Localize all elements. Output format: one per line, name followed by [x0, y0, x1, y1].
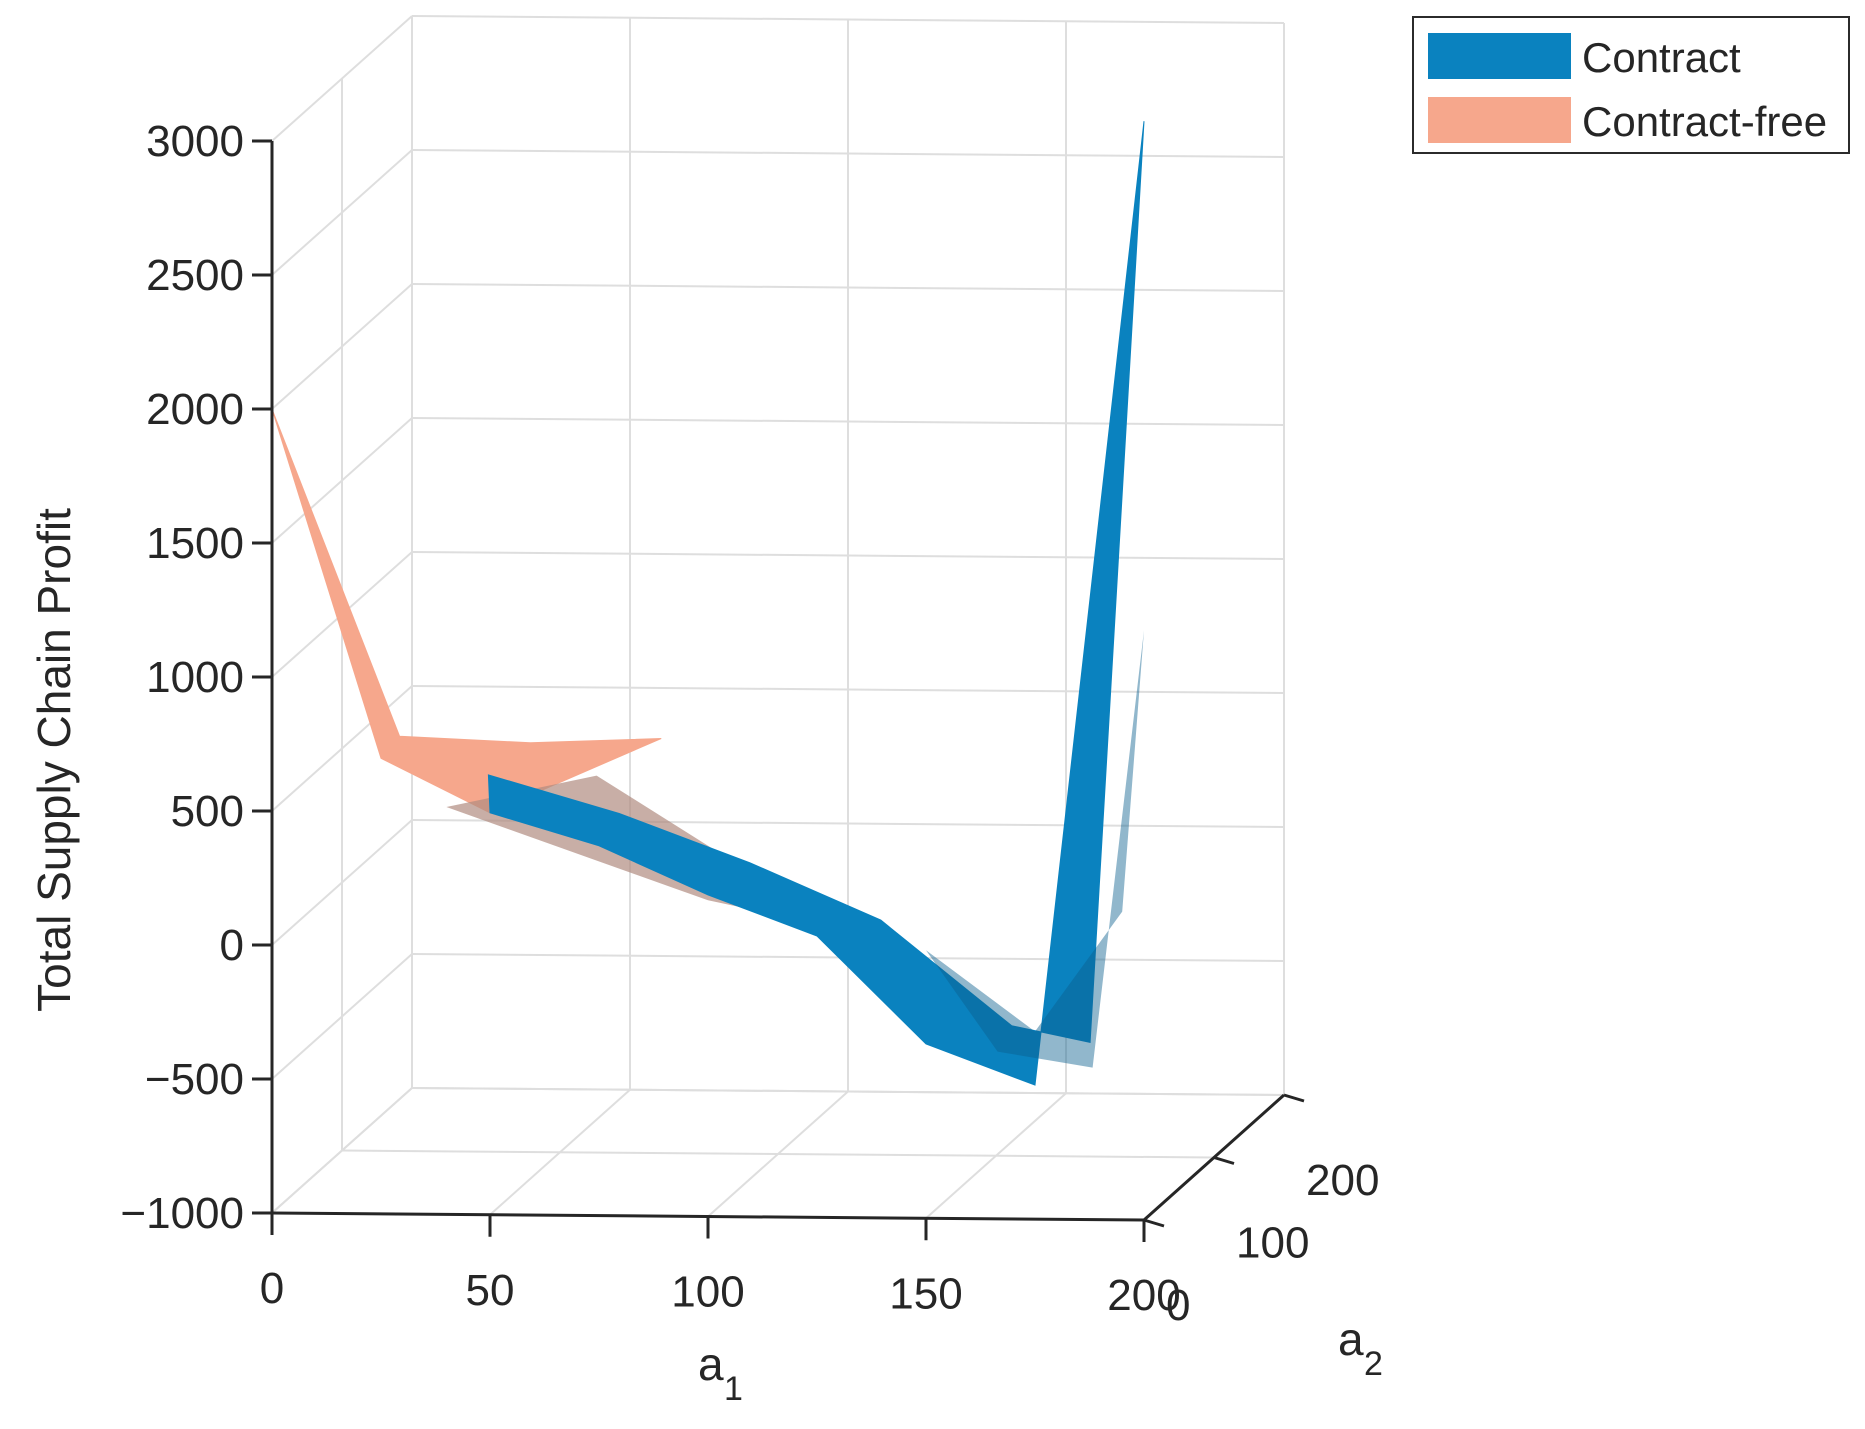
legend-label-contract-free: Contract-free: [1582, 98, 1827, 145]
y-tick-label: 0: [1166, 1281, 1190, 1330]
x-tick-label: 200: [1107, 1271, 1180, 1320]
surface-contract-free: [271, 408, 662, 814]
x-tick-label: 150: [889, 1269, 962, 1318]
z-tick-label: 1000: [146, 653, 244, 702]
x-axis-label-main: a: [698, 1338, 724, 1390]
surface-contract: [487, 121, 1145, 1086]
legend-label-contract: Contract: [1582, 34, 1741, 81]
x-tick-label: 50: [466, 1266, 515, 1315]
y-tick-label: 200: [1306, 1156, 1379, 1205]
z-tick-label: 2000: [146, 385, 244, 434]
y-tick-mark: [1213, 1156, 1235, 1165]
y-axis-label: a 2: [1338, 1313, 1383, 1383]
y-axis-label-sub: 2: [1364, 1345, 1383, 1383]
x-axis-label: a 1: [698, 1338, 743, 1408]
x-axis-label-sub: 1: [724, 1370, 743, 1408]
z-tick-label: 500: [171, 787, 244, 836]
z-tick-label: 2500: [146, 251, 244, 300]
x-tick-label: 100: [671, 1268, 744, 1317]
z-tick-label: −1000: [120, 1189, 244, 1238]
z-tick-label: 1500: [146, 519, 244, 568]
y-tick-mark: [1283, 1093, 1305, 1103]
grid-line-floor-a2: [341, 1149, 1215, 1159]
z-tick-label: 3000: [146, 117, 244, 166]
legend-swatch-contract-free: [1428, 97, 1571, 143]
legend-swatch-contract: [1428, 33, 1571, 79]
surface-plot: [271, 121, 1145, 1086]
surface-contract-shadow: [926, 630, 1144, 1068]
y-axis-label-main: a: [1338, 1313, 1364, 1365]
legend: Contract Contract-free: [1412, 16, 1850, 154]
y-tick-mark: [1143, 1218, 1165, 1228]
grid-line-floor-a2: [411, 1087, 1285, 1096]
z-tick-label: 0: [220, 921, 244, 970]
y-tick-label: 100: [1236, 1219, 1309, 1268]
z-tick-label: −500: [145, 1055, 244, 1104]
z-axis-label: Total Supply Chain Profit: [28, 508, 80, 1012]
grid: [271, 15, 1285, 1221]
x-tick-label: 0: [260, 1264, 284, 1313]
